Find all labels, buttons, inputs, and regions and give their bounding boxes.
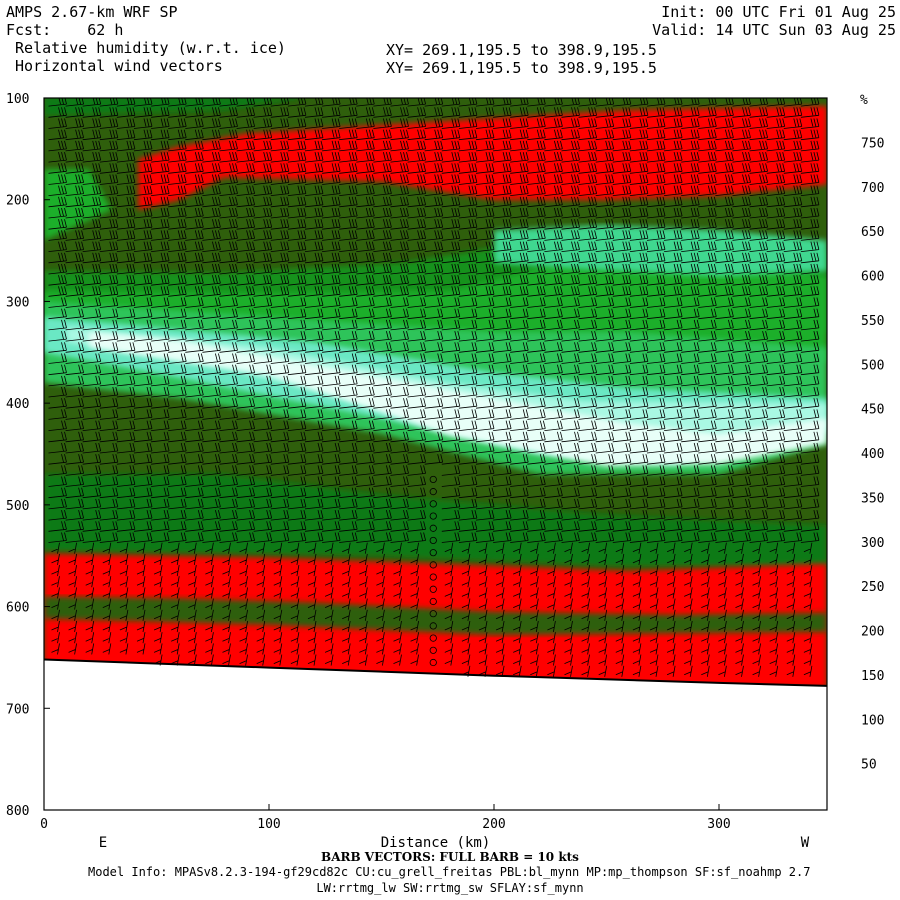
model-info: Model Info: MPASv8.2.3-194-gf29cd82c CU:… [88,865,811,879]
calm-barb-circle [429,561,437,569]
colorbar-tick-label: 500 [861,358,884,373]
colorbar-tick-label: 450 [861,403,884,418]
calm-barb-circle [429,585,437,593]
x-direction-left: E [99,835,107,851]
colorbar-tick-label: 250 [861,580,884,595]
xy-line-1: XY= 269.1,195.5 to 398.9,195.5 [386,41,657,59]
terrain-mask [44,659,827,810]
x-tick-label: 100 [257,817,280,832]
x-tick-label: 200 [482,817,505,832]
rh-field [44,98,827,810]
calm-barb-circle [429,597,437,606]
calm-barb-circle [429,622,437,630]
terrain-line [44,658,827,687]
rh-patch-west [44,169,112,241]
y-tick-label: 300 [6,295,29,310]
calm-barb-circle [429,500,437,508]
colorbar-tick-label: 550 [861,314,884,329]
calm-barb-circle [429,646,437,654]
colorbar-tick-label: 600 [861,270,884,285]
plot-frame [43,97,828,811]
header-right: Init: 00 UTC Fri 01 Aug 25 Valid: 14 UTC… [652,3,896,39]
barb-set [48,98,820,677]
calm-barb-circle [429,549,437,557]
y-tick-label: 200 [6,194,29,209]
wind-barbs [48,98,820,677]
colorbar-tick-label: 750 [861,136,884,151]
y-tick-label: 400 [6,397,29,412]
axes: 100 200 300 400 500 600 700 800 0 100 200 300 Distan… [6,92,828,851]
colorbar-tick-label: 400 [861,447,884,462]
forecast-value: 62 h [87,21,124,39]
xy-line-2: XY= 269.1,195.5 to 398.9,195.5 [386,59,657,77]
field-label-2: Horizontal wind vectors [15,57,223,75]
calm-barb-circle [429,475,437,484]
y-tick-label: 800 [6,804,29,819]
x-direction-right: W [801,835,810,851]
y-tick-label: 600 [6,601,29,616]
init-value: 00 UTC Fri 01 Aug 25 [715,3,896,21]
header-xy: XY= 269.1,195.5 to 398.9,195.5 XY= 269.1… [386,41,657,77]
calm-barb-circle [429,536,437,545]
header-left: AMPS 2.67-km WRF SP Fcst: 62 h Relative … [6,3,286,75]
field-label-1: Relative humidity (w.r.t. ice) [15,39,286,57]
y-tick-label: 700 [6,702,29,717]
model-title: AMPS 2.67-km WRF SP [6,3,178,21]
calm-barb-circle [429,610,437,618]
forecast-label: Fcst: [6,21,52,39]
y-tick-label: 500 [6,499,29,514]
colorbar-tick-label: 150 [861,669,884,684]
calm-barb-circle [429,512,437,520]
calm-barb-circle [429,634,437,642]
valid-value: 14 UTC Sun 03 Aug 25 [715,21,896,39]
x-tick-label: 300 [707,817,730,832]
calm-barb-circle [429,573,437,581]
colorbar-tick-label: 650 [861,225,884,240]
colorbar-tick-label: 300 [861,536,884,551]
y-tick-label: 100 [6,92,29,107]
colorbar-tick-label: 50 [861,758,877,773]
colorbar-tick-label: 350 [861,491,884,506]
colorbar-tick-label: 100 [861,713,884,728]
init-label: Init: [661,3,707,21]
x-axis-label: Distance (km) [381,835,491,851]
colorbar-unit: % [860,93,868,108]
colorbar-tick-label: 200 [861,625,884,640]
x-tick-label: 0 [40,817,48,832]
calm-barb-circle [429,488,437,496]
model-info-2: LW:rrtmg_lw SW:rrtmg_sw SFLAY:sf_mynn [316,881,584,895]
valid-label: Valid: [652,21,707,39]
colorbar-tick-label: 700 [861,181,884,196]
rh-patch-east [494,225,827,276]
barb-note: BARB VECTORS: FULL BARB = 10 kts [321,850,579,864]
calm-barb-circle [429,524,437,532]
colorbar: % 50 100 150 200 250 300 350 400 450 500 550 600 650 7… [860,93,884,773]
calm-barb-circle [429,658,437,667]
